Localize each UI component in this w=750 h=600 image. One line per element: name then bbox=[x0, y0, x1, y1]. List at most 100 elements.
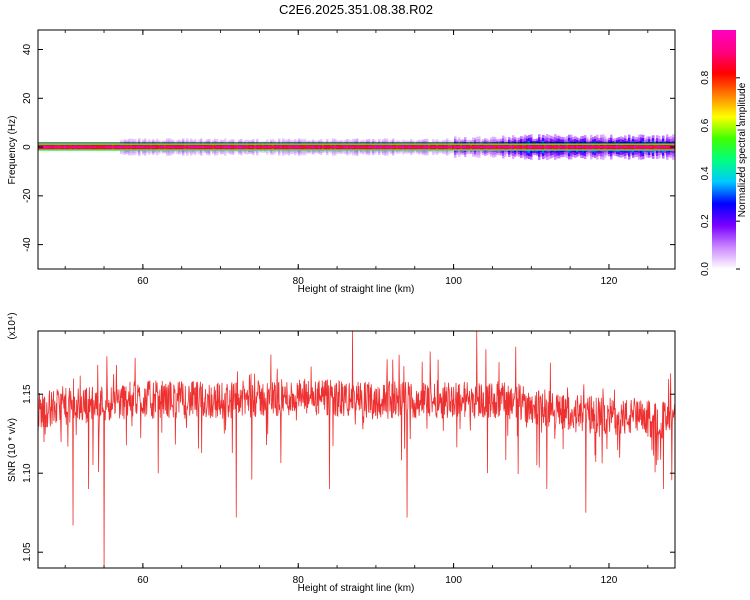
spectrogram-cell bbox=[618, 146, 621, 148]
spectrogram-cell bbox=[362, 146, 365, 148]
spectrogram-cell bbox=[540, 146, 543, 148]
spectrogram-cell bbox=[76, 146, 79, 148]
spectrogram-cell bbox=[648, 146, 651, 148]
spectrogram-cell bbox=[466, 146, 469, 148]
spectrogram-y-ticks: 40 20 0 -20 -40 bbox=[22, 44, 675, 252]
spectrogram-cell bbox=[162, 146, 165, 148]
snr-y-tick-label: 1.05 bbox=[22, 542, 33, 562]
spectrogram-cell bbox=[88, 146, 91, 148]
spectrogram-y-tick-label: 40 bbox=[22, 44, 33, 56]
spectrogram-cell bbox=[392, 146, 395, 148]
spectrogram-cell bbox=[126, 146, 129, 148]
chart-title: C2E6.2025.351.08.38.R02 bbox=[279, 2, 433, 17]
spectrogram-cell bbox=[578, 146, 581, 148]
spectrogram-cell bbox=[550, 146, 553, 148]
spectrogram-cell bbox=[516, 146, 519, 148]
spectrogram-cell bbox=[460, 146, 463, 148]
spectrogram-cell bbox=[134, 146, 137, 148]
spectrogram-cell bbox=[504, 146, 507, 148]
spectrogram-cell bbox=[92, 146, 95, 148]
spectrogram-cell bbox=[396, 146, 399, 148]
spectrogram-cell bbox=[426, 146, 429, 148]
spectrogram-cell bbox=[610, 146, 613, 148]
spectrogram-cell bbox=[192, 146, 195, 148]
spectrogram-cell bbox=[350, 146, 353, 148]
spectrogram-cell bbox=[220, 146, 223, 148]
spectrogram-cell bbox=[118, 146, 121, 148]
spectrogram-y-label: Frequency (Hz) bbox=[7, 116, 18, 185]
spectrogram-cell bbox=[616, 146, 619, 148]
spectrogram-cell bbox=[46, 146, 49, 148]
spectrogram-cell bbox=[496, 146, 499, 148]
spectrogram-cell bbox=[56, 146, 59, 148]
spectrogram-cell bbox=[628, 146, 631, 148]
spectrogram-cell bbox=[652, 146, 655, 148]
spectrogram-cell bbox=[554, 146, 557, 148]
spectrogram-cell bbox=[342, 146, 345, 148]
spectrogram-cell bbox=[314, 146, 317, 148]
spectrogram-cell bbox=[96, 146, 99, 148]
spectrogram-cell bbox=[386, 146, 389, 148]
spectrogram-cell bbox=[388, 146, 391, 148]
spectrogram-cell bbox=[546, 146, 549, 148]
spectrogram-cell bbox=[522, 146, 525, 148]
spectrogram-cell bbox=[348, 146, 351, 148]
spectrogram-cell bbox=[278, 146, 281, 148]
spectrogram-cell bbox=[476, 146, 479, 148]
spectrogram-cell bbox=[436, 146, 439, 148]
spectrogram-cell bbox=[54, 146, 57, 148]
spectrogram-cell bbox=[138, 146, 141, 148]
spectrogram-cell bbox=[246, 146, 249, 148]
spectrogram-cell bbox=[398, 146, 401, 148]
spectrogram-cell bbox=[650, 146, 653, 148]
snr-y-tick-label: 1.15 bbox=[22, 384, 33, 404]
spectrogram-cell bbox=[588, 146, 591, 148]
spectrogram-cell bbox=[354, 146, 357, 148]
spectrogram-cell bbox=[394, 146, 397, 148]
spectrogram-cell bbox=[64, 146, 67, 148]
spectrogram-cell bbox=[232, 146, 235, 148]
spectrogram-cell bbox=[102, 146, 105, 148]
spectrogram-cell bbox=[366, 146, 369, 148]
spectrogram-cell bbox=[558, 146, 561, 148]
spectrogram-cell bbox=[390, 146, 393, 148]
spectrogram-cell bbox=[526, 146, 529, 148]
spectrogram-cell bbox=[484, 146, 487, 148]
spectrogram-cell bbox=[410, 146, 413, 148]
spectrogram-cell bbox=[468, 146, 471, 148]
spectrogram-cell bbox=[66, 146, 69, 148]
snr-y-label: SNR (10 * v/v) bbox=[7, 418, 18, 482]
spectrogram-cell bbox=[344, 146, 347, 148]
colorbar-tick-label: 0.4 bbox=[700, 166, 711, 180]
spectrogram-cell bbox=[492, 146, 495, 148]
spectrogram-cell bbox=[580, 146, 583, 148]
spectrogram-cell bbox=[364, 146, 367, 148]
spectrogram-cell bbox=[50, 146, 53, 148]
spectrogram-cell bbox=[100, 146, 103, 148]
spectrogram-cell bbox=[528, 146, 531, 148]
colorbar: 0.0 0.2 0.4 0.6 0.8 Normalized spectral ampl… bbox=[700, 30, 748, 276]
spectrogram-cell bbox=[270, 146, 273, 148]
spectrogram-cell bbox=[600, 146, 603, 148]
spectrogram-cell bbox=[306, 146, 309, 148]
spectrogram-cell bbox=[206, 146, 209, 148]
spectrogram-cell bbox=[216, 146, 219, 148]
spectrogram-cell bbox=[336, 146, 339, 148]
spectrogram-cell bbox=[238, 146, 241, 148]
spectrogram-cell bbox=[612, 146, 615, 148]
spectrogram-cell bbox=[404, 146, 407, 148]
spectrogram-cell bbox=[110, 146, 113, 148]
spectrogram-cell bbox=[222, 146, 225, 148]
spectrogram-cell bbox=[312, 146, 315, 148]
spectrogram-cell bbox=[256, 146, 259, 148]
spectrogram-cell bbox=[294, 146, 297, 148]
spectrogram-cell bbox=[252, 146, 255, 148]
spectrogram-cell bbox=[412, 146, 415, 148]
spectrogram-cell bbox=[662, 146, 665, 148]
spectrogram-cell bbox=[300, 146, 303, 148]
spectrogram-cell bbox=[552, 146, 555, 148]
spectrogram-cell bbox=[108, 146, 111, 148]
spectrogram-cell bbox=[604, 146, 607, 148]
spectrogram-cell bbox=[666, 146, 669, 148]
spectrogram-cell bbox=[224, 146, 227, 148]
